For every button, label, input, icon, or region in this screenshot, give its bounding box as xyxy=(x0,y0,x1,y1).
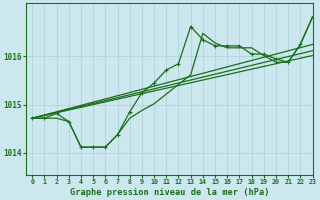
X-axis label: Graphe pression niveau de la mer (hPa): Graphe pression niveau de la mer (hPa) xyxy=(69,188,269,197)
